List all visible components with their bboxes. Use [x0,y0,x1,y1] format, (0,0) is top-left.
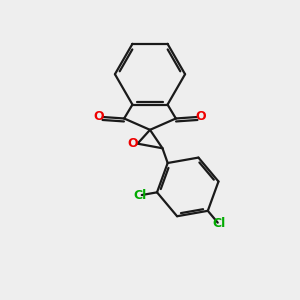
Text: O: O [196,110,206,124]
Text: O: O [94,110,104,124]
Text: Cl: Cl [212,217,225,230]
Text: Cl: Cl [134,189,147,202]
Text: O: O [128,137,138,150]
